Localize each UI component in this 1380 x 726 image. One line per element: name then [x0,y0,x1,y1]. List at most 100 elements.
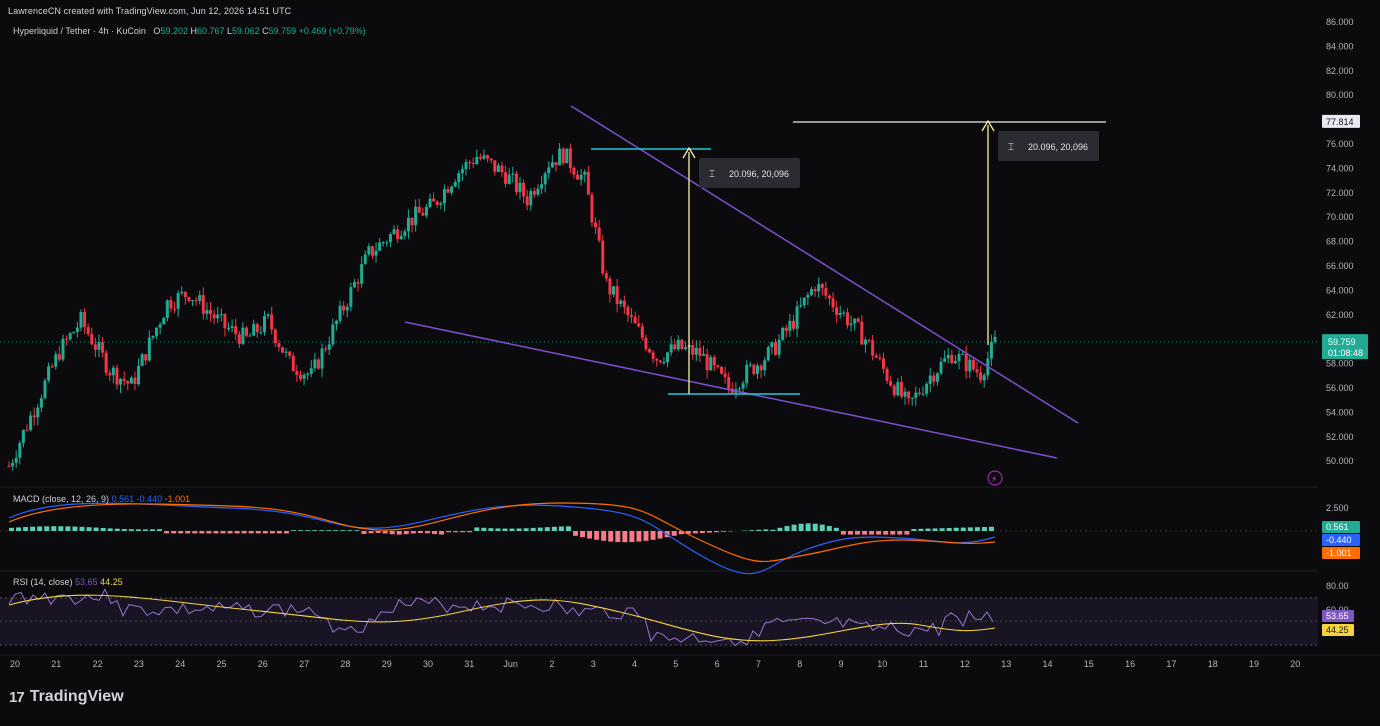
candle-body [90,334,93,344]
candle-body [270,314,273,329]
candle-body [234,326,237,334]
macd-histogram-bar [418,531,423,533]
macd-histogram-bar [954,528,959,531]
macd-histogram-bar [242,531,247,533]
macd-histogram-bar [911,529,916,531]
time-tick-label: 14 [1042,659,1052,669]
macd-histogram-bar [495,528,500,531]
macd-histogram-bar [806,523,811,531]
candle-body [738,389,741,390]
macd-histogram-bar [749,530,754,531]
symbol-title[interactable]: Hyperliquid / Tether · 4h · KuCoin [13,26,146,36]
candle-body [821,284,824,288]
macd-histogram-bar [714,531,719,532]
macd-histogram-bar [87,527,92,531]
macd-histogram-bar [580,531,585,537]
candle-body [393,229,396,234]
candle-body [569,149,572,169]
candle-body [223,314,226,328]
macd-histogram-bar [333,530,338,531]
macd-histogram-bar [65,526,70,531]
candle-body [976,369,979,372]
candle-body [965,354,968,372]
time-tick-label: 21 [51,659,61,669]
candle-body [220,314,223,315]
candle-body [824,288,827,295]
candle-body [353,282,356,287]
macd-histogram-bar [94,528,99,531]
candle-body [540,184,543,188]
candle-body [360,264,363,284]
candle-body [447,189,450,193]
target-price-label: 77.814 [1326,117,1354,127]
macd-histogram-bar [150,529,155,531]
time-tick-label: 25 [216,659,226,669]
candle-body [907,392,910,399]
measure-label-text: 20.096, 20,096 [729,169,789,179]
header-credit: LawrenceCN created with TradingView.com,… [8,6,291,16]
macd-histogram-bar [129,529,134,531]
symbol-legend[interactable]: Hyperliquid / Tether · 4h · KuCoin O59.2… [13,26,366,36]
macd-histogram-bar [319,530,324,531]
candle-body [623,301,626,307]
candle-body [277,343,280,347]
candle-body [925,384,928,394]
candle-body [263,316,266,332]
macd-histogram-bar [390,531,395,534]
candle-body [878,358,881,359]
time-tick-label: 6 [715,659,720,669]
macd-title[interactable]: MACD (close, 12, 26, 9) [13,494,109,504]
candle-body [382,242,385,243]
macd-histogram-bar [834,528,839,531]
candle-body [97,342,100,350]
tradingview-logo[interactable]: 17 TradingView [9,688,124,706]
candle-body [587,172,590,195]
candle-body [432,199,435,202]
macd-histogram-bar [164,531,169,533]
macd-histogram-bar [573,531,578,536]
candle-body [886,369,889,381]
candle-body [403,231,406,236]
macd-histogram-bar [221,531,226,533]
macd-histogram-bar [305,530,310,531]
candle-body [490,159,493,161]
candle-body [162,318,165,324]
time-tick-label: 2 [549,659,554,669]
macd-histogram-bar [799,524,804,531]
candle-body [418,207,421,213]
candle-body [947,355,950,358]
macd-histogram-bar [404,531,409,534]
macd-histogram-bar [707,531,712,533]
candle-body [853,319,856,324]
macd-histogram-bar [263,531,268,533]
candle-body [954,361,957,363]
time-tick-label: 23 [134,659,144,669]
macd-histogram-bar [785,526,790,531]
macd-line [9,503,995,573]
time-tick-label: 17 [1166,659,1176,669]
candle-body [767,347,770,360]
macd-histogram-bar [940,528,945,531]
rsi-title[interactable]: RSI (14, close) [13,577,73,587]
candle-body [198,295,201,301]
macd-histogram-bar [206,531,211,533]
candle-body [983,375,986,380]
macd-histogram-bar [587,531,592,539]
macd-histogram-bar [658,531,663,539]
macd-histogram-bar [763,529,768,531]
candle-body [191,300,194,301]
macd-histogram-bar [362,531,367,534]
measure-icon: ⌶ [709,169,715,180]
macd-legend[interactable]: MACD (close, 12, 26, 9) 0.561 -0.440 -1.… [13,494,190,504]
macd-histogram-bar [890,531,895,535]
open-value: 59.202 [160,26,188,36]
candle-body [716,365,719,367]
candle-body [231,326,234,328]
candle-body [536,189,539,195]
candle-body [742,383,745,388]
candle-body [691,345,694,354]
macd-histogram-bar [425,531,430,533]
rsi-legend[interactable]: RSI (14, close) 53.65 44.25 [13,577,123,587]
